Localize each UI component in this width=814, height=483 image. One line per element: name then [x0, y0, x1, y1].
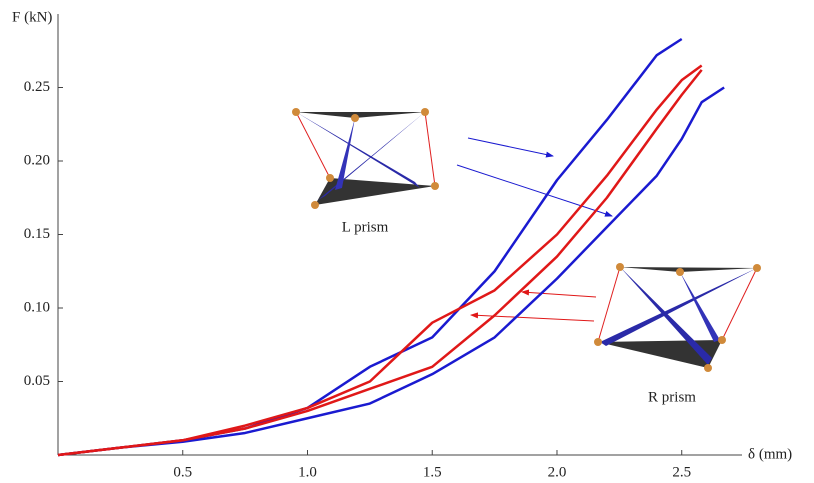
x-tick-label: 2.5	[672, 464, 691, 480]
data-line	[57, 86, 725, 457]
y-tick-label: 0.15	[24, 226, 50, 242]
y-tick-label: 0.05	[24, 373, 50, 389]
y-axis-label: F (kN)	[12, 9, 52, 25]
x-tick-label: 1.5	[423, 464, 442, 480]
annotation: R prism	[648, 389, 696, 405]
l-prism-inset	[292, 108, 439, 209]
y-tick-label: 0.20	[24, 152, 50, 168]
y-tick-label: 0.25	[24, 79, 50, 95]
x-tick-label: 2.0	[548, 464, 567, 480]
arrows	[456, 137, 613, 322]
x-axis-label: δ (mm)	[748, 446, 792, 462]
annotation: L prism	[342, 219, 389, 235]
y-tick-label: 0.10	[24, 299, 50, 315]
x-tick-label: 1.0	[298, 464, 317, 480]
r-prism-inset	[594, 263, 761, 372]
data-line	[57, 69, 703, 457]
x-tick-label: 0.5	[173, 464, 192, 480]
